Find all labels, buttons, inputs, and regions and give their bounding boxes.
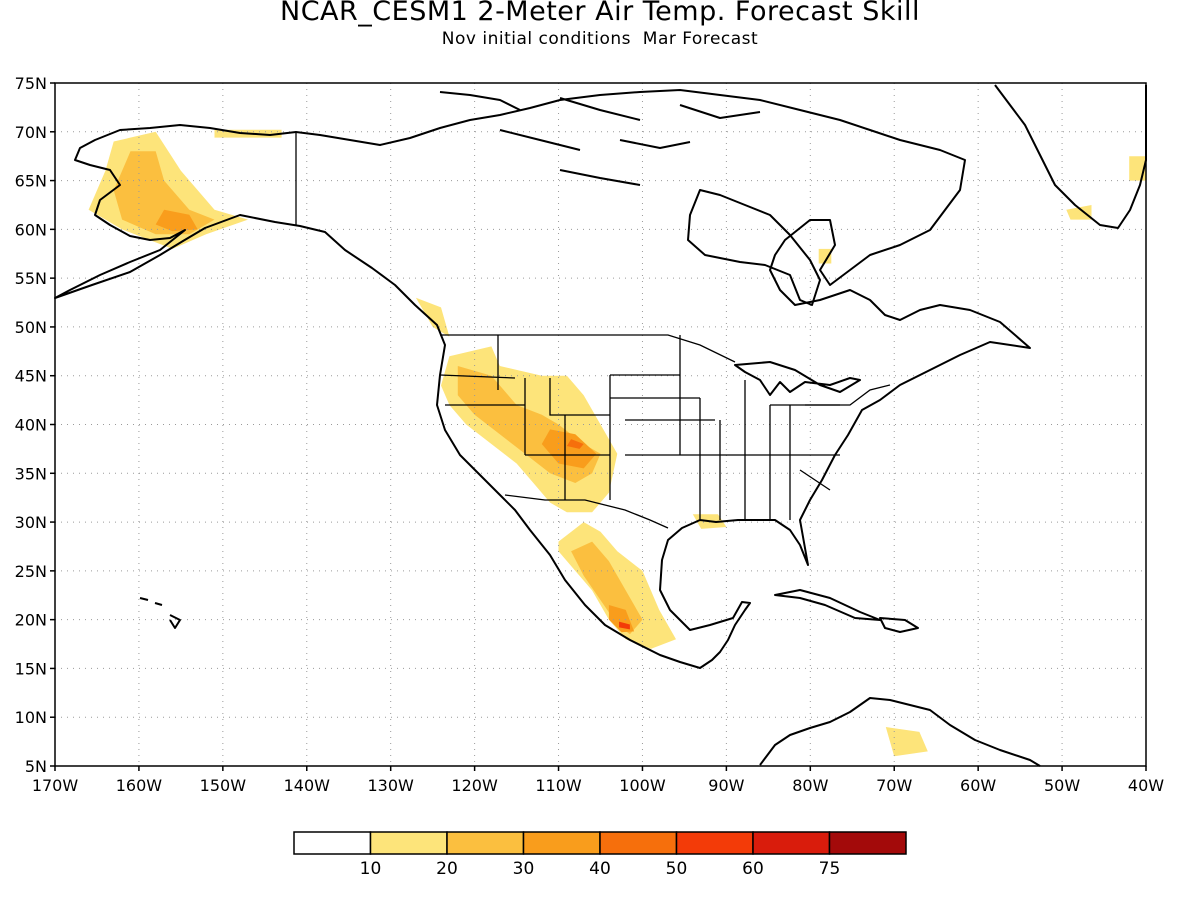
- skill-region-southwest: [541, 429, 597, 469]
- colorbar-label: 50: [666, 859, 688, 879]
- colorbar-label: 75: [819, 859, 841, 879]
- skill-region-greenland-south: [1066, 205, 1092, 220]
- greenland-coastline: [994, 84, 1147, 229]
- colorbar-swatch: [522, 831, 601, 855]
- lon-tick-label: 50W: [1044, 776, 1080, 795]
- map-title: NCAR_CESM1 2-Meter Air Temp. Forecast Sk…: [280, 0, 920, 27]
- great-lakes-outline: [734, 361, 861, 396]
- colorbar-swatch: [752, 831, 831, 855]
- lat-tick-label: 75N: [15, 74, 47, 93]
- skill-region-four-corners: [566, 439, 584, 449]
- lon-tick-label: 80W: [792, 776, 828, 795]
- skill-shading-layer: [88, 129, 1146, 757]
- lat-tick-label: 50N: [15, 318, 47, 337]
- lon-tick-label: 110W: [535, 776, 582, 795]
- lat-tick-label: 60N: [15, 220, 47, 239]
- latitude-labels: 75N 70N 65N 60N 55N 50N 45N 40N 35N 30N 25N 20N 15N 1…: [15, 74, 55, 776]
- colorbar-label: 60: [742, 859, 764, 879]
- skill-region-alaska: [155, 209, 198, 232]
- hispaniola-outline: [879, 617, 919, 633]
- lon-tick-label: 140W: [284, 776, 331, 795]
- lat-tick-label: 20N: [15, 611, 47, 630]
- cuba-outline: [774, 589, 881, 621]
- lon-tick-label: 100W: [619, 776, 666, 795]
- skill-region-hudson: [818, 248, 832, 264]
- lat-tick-label: 5N: [25, 757, 47, 776]
- map-subtitle: Nov initial conditions Mar Forecast: [441, 29, 759, 49]
- colorbar-label: 20: [436, 859, 458, 879]
- colorbar: 10 20 30 40 50 60 75: [293, 831, 907, 879]
- colorbar-swatch: [828, 831, 907, 855]
- lon-tick-label: 60W: [960, 776, 996, 795]
- lat-tick-label: 15N: [15, 659, 47, 678]
- us-mexico-border: [504, 494, 669, 529]
- lat-tick-label: 70N: [15, 123, 47, 142]
- skill-region-caribbean-south: [885, 727, 928, 757]
- south-america-coastline: [759, 697, 1041, 767]
- colorbar-label: 40: [589, 859, 611, 879]
- lon-tick-label: 160W: [116, 776, 163, 795]
- arctic-archipelago: [439, 91, 761, 186]
- lat-tick-label: 55N: [15, 269, 47, 288]
- colorbar-swatch: [369, 831, 448, 855]
- lon-tick-label: 70W: [876, 776, 912, 795]
- lat-tick-label: 25N: [15, 562, 47, 581]
- lon-tick-label: 90W: [708, 776, 744, 795]
- longitude-labels: 170W 160W 150W 140W 130W 120W 110W 100W 90W 80W 70…: [32, 766, 1164, 795]
- north-america-coastline: [54, 89, 1031, 669]
- hudson-bay-coastline: [687, 189, 821, 306]
- lon-tick-label: 130W: [368, 776, 415, 795]
- colorbar-swatch: [599, 831, 678, 855]
- lat-tick-label: 30N: [15, 513, 47, 532]
- skill-region-alaska: [113, 151, 215, 235]
- lat-tick-label: 65N: [15, 172, 47, 191]
- lat-tick-label: 10N: [15, 708, 47, 727]
- political-borders: [295, 132, 891, 529]
- colorbar-swatch: [675, 831, 754, 855]
- lat-tick-label: 40N: [15, 416, 47, 435]
- lat-tick-label: 45N: [15, 367, 47, 386]
- hawaii-islands: [139, 597, 181, 629]
- colorbar-label: 30: [513, 859, 535, 879]
- lon-tick-label: 170W: [32, 776, 79, 795]
- colorbar-swatch: [293, 831, 372, 855]
- skill-region-mexico: [619, 621, 630, 630]
- colorbar-swatch: [446, 831, 525, 855]
- coastlines: [54, 84, 1147, 767]
- lon-tick-label: 40W: [1128, 776, 1164, 795]
- us-state-lines: [439, 335, 840, 520]
- colorbar-label: 10: [360, 859, 382, 879]
- lon-tick-label: 150W: [200, 776, 247, 795]
- lon-tick-label: 120W: [451, 776, 498, 795]
- lat-tick-label: 35N: [15, 464, 47, 483]
- skill-region-bc-coast: [415, 297, 450, 337]
